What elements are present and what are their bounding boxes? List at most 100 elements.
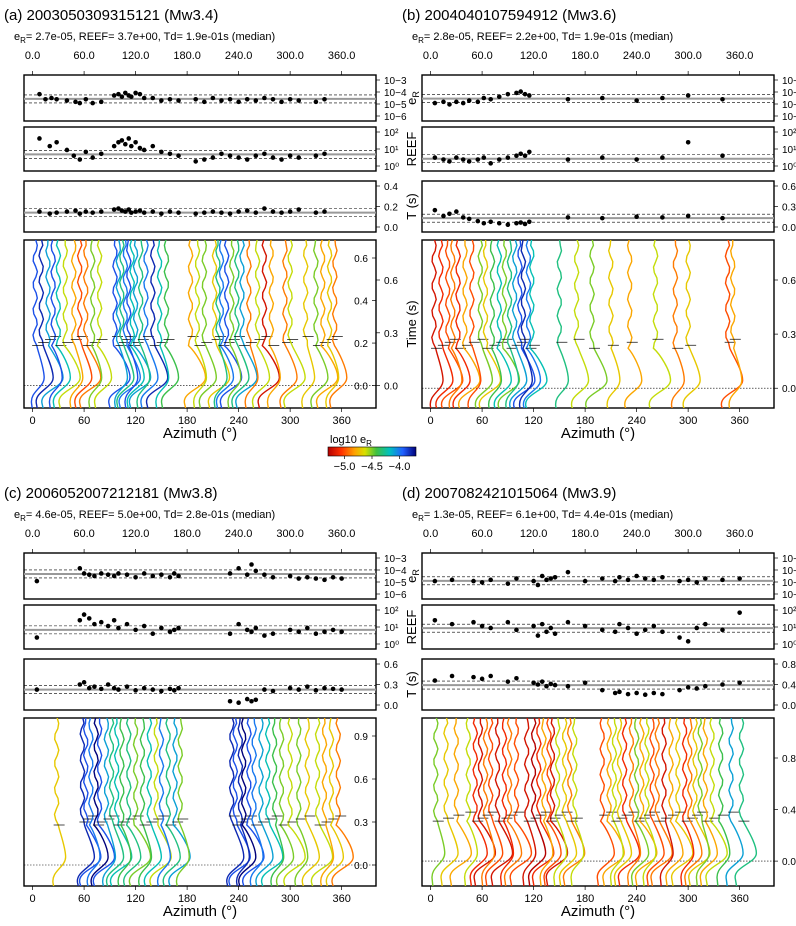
time-tick-label-inner: 0.9 [354, 732, 368, 743]
scatter-point [539, 573, 545, 579]
scatter-point [253, 697, 259, 703]
scatter-point [720, 577, 725, 583]
waveform-trace [441, 240, 464, 408]
scatter-point [660, 215, 665, 220]
scatter-point [71, 153, 77, 158]
scatter-point [322, 96, 327, 102]
top-tick-label: 240.0 [623, 50, 651, 62]
right-tick-label: 10¹ [384, 623, 399, 634]
right-tick-label: 10−5 [782, 578, 796, 589]
colorbar-tick-label: −5.0 [334, 461, 356, 473]
scatter-point [475, 157, 481, 162]
scatter-point [460, 215, 466, 220]
scatter-point [73, 99, 78, 105]
scatter-point [330, 574, 336, 580]
waveform-frame [23, 717, 377, 887]
scatter-point [150, 687, 156, 692]
waveform-trace [301, 718, 321, 886]
bottom-tick-label: 0 [428, 415, 434, 427]
scatter-point [488, 161, 493, 166]
scatter-point [279, 210, 284, 215]
waveform-trace [88, 240, 103, 408]
scatter-point [481, 95, 487, 101]
waveform-trace [331, 718, 354, 886]
bottom-tick-label: 240 [229, 893, 247, 905]
scatter-point [123, 141, 128, 147]
scatter-point [270, 155, 276, 160]
waveform-trace [79, 718, 102, 886]
waveform-trace [682, 240, 701, 408]
scatter-point [176, 98, 181, 103]
scatter-point [105, 682, 111, 687]
scatter-point [77, 157, 83, 162]
waveform-trace [509, 240, 528, 408]
scatter-point [454, 155, 459, 160]
scatter-point [287, 96, 293, 102]
top-tick-label: 120.0 [122, 50, 150, 62]
scatter-point [496, 157, 502, 162]
scatter-point [133, 209, 138, 214]
scatter-point [496, 220, 502, 226]
scatter-point [720, 627, 725, 633]
scatter-frame-1 [23, 126, 377, 172]
scatter-point [296, 687, 302, 692]
bottom-tick-label: 120 [126, 893, 144, 905]
scatter-point [86, 616, 92, 621]
scatter-point [159, 149, 164, 155]
waveform-trace [136, 240, 151, 408]
scatter-point [176, 153, 181, 158]
scatter-point [171, 627, 177, 633]
x-axis-label: Azimuth (°) [561, 903, 635, 920]
scatter-point [651, 577, 657, 583]
top-tick-label: 180.0 [571, 50, 599, 62]
scatter-point [481, 220, 487, 226]
top-tick-label: 0.0 [25, 50, 40, 62]
scatter-point [565, 619, 571, 625]
waveform-trace [440, 718, 459, 886]
scatter-point [141, 147, 147, 153]
panel-title: (d) 2007082421015064 (Mw3.9) [402, 485, 616, 502]
scatter-point [339, 576, 344, 581]
scatter-point [432, 678, 438, 683]
scatter-point [481, 155, 487, 160]
colorbar-tick-label: −4.0 [389, 461, 411, 473]
right-tick-label: 10−6 [782, 590, 796, 601]
scatter-point [544, 629, 549, 635]
top-tick-label: 360.0 [328, 50, 356, 62]
scatter-point [150, 95, 156, 101]
scatter-point [642, 692, 648, 697]
top-tick-label: 240.0 [225, 528, 253, 540]
time-tick-label: 0.0 [782, 857, 796, 868]
scatter-point [514, 153, 519, 158]
panel-title: (a) 2003050309315121 (Mw3.4) [4, 7, 218, 24]
waveform-trace [249, 718, 264, 886]
waveform-trace [279, 240, 298, 408]
waveform-trace [435, 240, 454, 408]
scatter-point [119, 94, 125, 100]
scatter-point [330, 627, 336, 633]
scatter-point [210, 95, 216, 101]
scatter-point [133, 688, 138, 693]
scatter-point [685, 213, 691, 219]
scatter-point [47, 143, 53, 149]
scatter-point [531, 578, 536, 584]
scatter-point [296, 155, 302, 160]
scatter-point [432, 100, 438, 106]
waveform-trace [128, 240, 152, 408]
scatter-point [449, 673, 455, 679]
right-tick-label: 10−5 [782, 100, 796, 111]
waveform-trace [143, 718, 163, 886]
scatter-point [262, 95, 267, 101]
scatter-point [617, 689, 622, 695]
scatter-point [527, 93, 532, 98]
scatter-point [634, 631, 639, 636]
scatter-point [514, 576, 519, 581]
scatter-point [612, 578, 618, 584]
top-tick-label: 300.0 [276, 50, 304, 62]
scatter-point [677, 687, 682, 693]
scatter-point [296, 629, 302, 635]
top-tick-label: 180.0 [571, 528, 599, 540]
scatter-point [81, 571, 87, 576]
waveform-trace [642, 718, 657, 886]
scatter-point [124, 621, 130, 627]
